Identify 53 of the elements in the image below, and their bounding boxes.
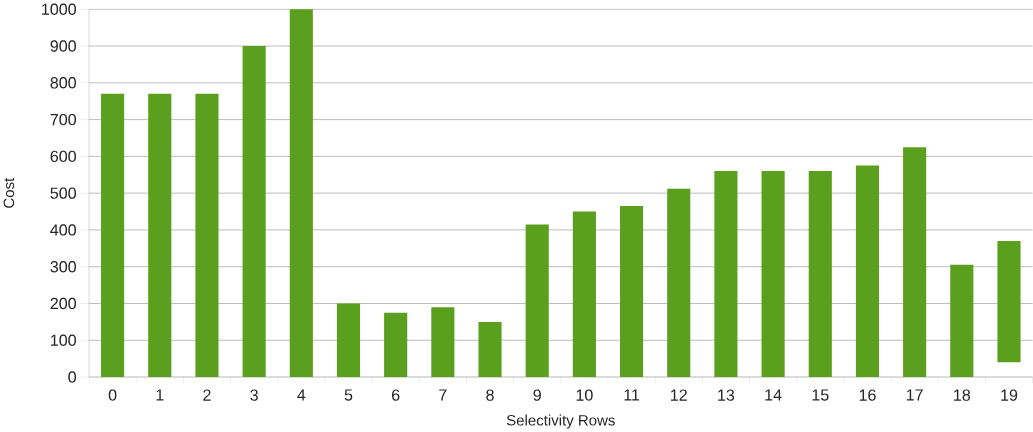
y-tick-label: 400 (50, 224, 76, 236)
x-tick-label: 4 (297, 389, 306, 401)
x-tick-label: 7 (439, 389, 447, 401)
bar (714, 171, 738, 377)
bar (478, 321, 502, 377)
x-tick-label: 5 (344, 389, 353, 401)
y-tick-label: 700 (50, 113, 76, 126)
x-tick-label: 6 (392, 389, 400, 401)
bar (620, 205, 644, 377)
x-tick-label: 15 (812, 389, 829, 401)
x-tick-label: 12 (671, 389, 687, 401)
x-tick-label: 14 (765, 389, 782, 401)
bar (148, 93, 172, 377)
x-axis-title: Selectivity Rows (506, 414, 615, 429)
y-tick-label: 200 (50, 297, 76, 310)
bar (572, 211, 596, 377)
y-tick-label: 1000 (42, 3, 76, 15)
x-tick-label: 17 (906, 389, 923, 401)
x-tick-label: 3 (250, 389, 258, 401)
y-tick-label: 800 (50, 77, 76, 89)
x-tick-label: 1 (156, 389, 164, 401)
bar (808, 171, 832, 377)
bar (431, 307, 455, 377)
bar (950, 264, 974, 377)
y-axis-title: Cost (3, 177, 15, 208)
bar (195, 93, 219, 377)
x-tick-label: 2 (203, 389, 211, 401)
bar (855, 165, 880, 377)
bar (903, 147, 927, 377)
bar (242, 45, 266, 377)
y-tick-label: 600 (50, 150, 76, 162)
bar (101, 93, 125, 377)
bar (289, 9, 313, 377)
y-tick-label: 300 (50, 260, 76, 273)
x-tick-label: 13 (718, 389, 735, 401)
x-tick-label: 9 (533, 389, 541, 401)
y-tick-label: 500 (50, 187, 76, 199)
x-tick-label: 18 (954, 389, 971, 401)
x-tick-label: 11 (624, 389, 640, 401)
y-tick-label: 0 (68, 371, 77, 383)
x-tick-label: 19 (1001, 389, 1018, 401)
x-tick-label: 10 (576, 389, 593, 401)
y-tick-label: 900 (50, 40, 76, 52)
x-tick-label: 16 (859, 389, 876, 401)
bar (384, 312, 408, 377)
x-tick-label: 0 (108, 389, 117, 401)
x-tick-label: 8 (486, 389, 494, 401)
bar (336, 303, 361, 377)
bar (525, 224, 549, 377)
bar (761, 171, 785, 377)
y-tick-label: 100 (51, 334, 76, 346)
bar (667, 188, 691, 377)
bar (997, 240, 1021, 363)
